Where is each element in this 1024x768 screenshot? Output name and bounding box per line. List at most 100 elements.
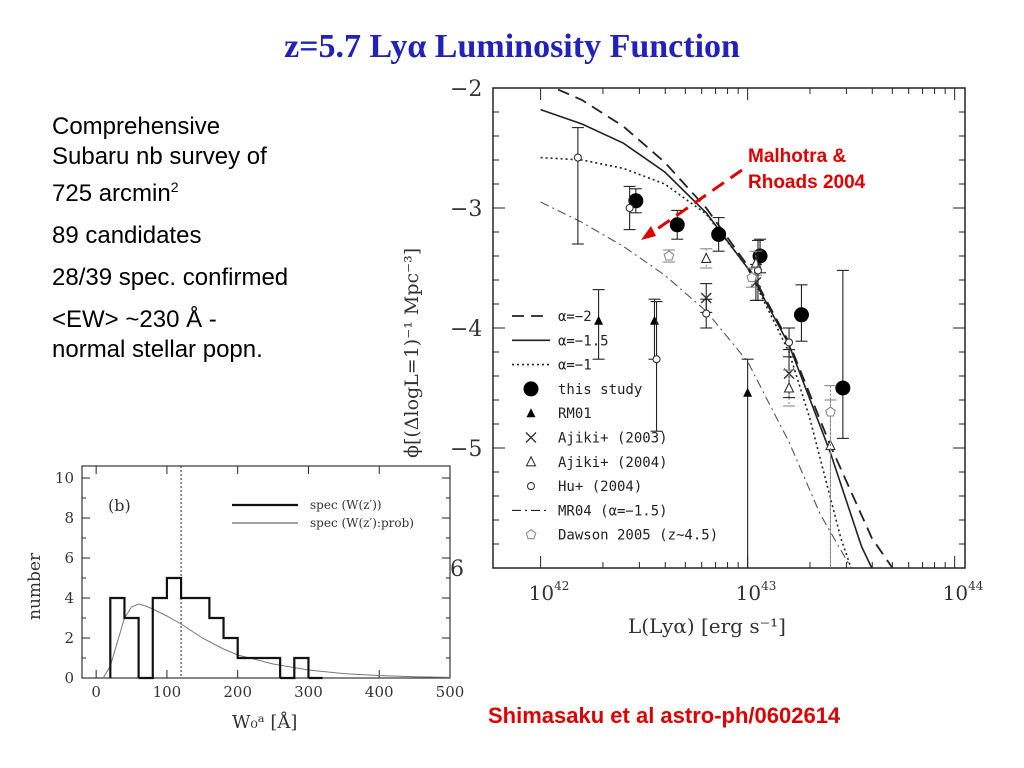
- inset-frame: [81, 465, 451, 679]
- x-tick-label: 1042: [529, 579, 570, 605]
- point-dawson-2005-z-4-5: [745, 267, 758, 288]
- marker-dawson-2005-z-4-5: [746, 271, 758, 283]
- point-rm01: [648, 298, 661, 360]
- y-tick-label: −5: [450, 437, 482, 462]
- legend-marker-this-study: [523, 381, 539, 397]
- y-tick-label: −4: [450, 317, 482, 342]
- plot-frame: [492, 87, 966, 569]
- inset-histogram-steps: [109, 576, 323, 680]
- marker-hu-2004: [625, 203, 634, 213]
- point-rm01: [592, 289, 605, 360]
- inset-y-tick-label: 10: [55, 469, 74, 487]
- legend-marker-ajiki-2003: [525, 432, 537, 443]
- marker-this-study: [628, 193, 644, 209]
- inset-legend-label: spec (W(z′)): [310, 498, 382, 512]
- bullet-survey-line2: Subaru nb survey of: [52, 143, 267, 170]
- point-hu-2004: [623, 185, 636, 231]
- marker-rm01: [743, 387, 753, 397]
- inset-y-tick-label: 4: [64, 589, 74, 607]
- inset-x-tick-label: 100: [153, 683, 182, 701]
- inset-y-tick-label: 2: [64, 629, 74, 647]
- y-tick-label: −3: [450, 197, 482, 222]
- marker-dawson-2005-z-4-5: [663, 250, 675, 261]
- marker-ajiki-2004: [783, 381, 795, 393]
- annotation-arrowhead: [641, 226, 656, 240]
- inset-x-tick-label: 400: [365, 683, 394, 701]
- marker-this-study: [793, 307, 809, 323]
- legend-label: RM01: [558, 406, 592, 422]
- point-dawson-2005-z-4-5: [662, 249, 675, 263]
- x-tick-label: 1043: [736, 579, 777, 605]
- legend-marker-rm01: [526, 408, 536, 418]
- legend-marker-ajiki-2004: [525, 455, 537, 467]
- inset-panel-label: (b): [108, 496, 131, 515]
- bullet-ew-line2: normal stellar popn.: [52, 336, 263, 363]
- curve-1-5: [540, 108, 873, 568]
- inset-x-tick-label: 200: [223, 683, 252, 701]
- point-ajiki-2004: [700, 248, 713, 269]
- point-this-study: [711, 217, 727, 252]
- x-axis-label: L(Lyα) [erg s⁻¹]: [628, 614, 786, 638]
- legend-label: MR04 (α=−1.5): [558, 503, 668, 519]
- legend-label: α=−1: [558, 358, 592, 374]
- slide-title: z=5.7 Lyα Luminosity Function: [284, 28, 740, 65]
- marker-this-study: [711, 226, 727, 242]
- point-hu-2004: [650, 301, 663, 432]
- legend-label: Ajiki+ (2003): [558, 431, 668, 447]
- bullet-candidates: 89 candidates: [52, 222, 202, 249]
- legend-label: this study: [558, 382, 642, 398]
- marker-ajiki-2003: [700, 292, 712, 304]
- legend-label: Hu+ (2004): [558, 479, 642, 495]
- curve-1: [540, 156, 852, 568]
- inset-y-tick-label: 8: [64, 509, 74, 527]
- point-hu-2004: [571, 127, 584, 245]
- bullet-survey-line3: 725 arcmin: [52, 180, 171, 207]
- marker-this-study: [835, 380, 851, 396]
- annotation-line1: Malhotra &: [748, 146, 847, 167]
- point-dawson-2005-z-4-5: [824, 399, 837, 568]
- marker-hu-2004: [652, 355, 661, 364]
- marker-hu-2004: [573, 153, 582, 162]
- point-ajiki-2004: [783, 369, 796, 407]
- inset-x-tick-label: 500: [436, 683, 465, 701]
- y-tick-label: 6: [450, 557, 464, 582]
- inset-x-tick-label: 300: [294, 683, 323, 701]
- legend-label: Ajiki+ (2004): [558, 455, 668, 471]
- bullet-list: Comprehensive Subaru nb survey of 725 ar…: [52, 112, 382, 377]
- inset-legend-label: spec (W(z′):prob): [310, 516, 414, 530]
- curve-mr04-1-5: [540, 201, 852, 568]
- point-this-study: [628, 188, 644, 214]
- marker-this-study: [669, 217, 685, 233]
- malhotra-annotation: Malhotra & Rhoads 2004: [748, 144, 865, 196]
- citation: Shimasaku et al astro-ph/0602614: [488, 703, 841, 728]
- legend-label: Dawson 2005 (z~4.5): [558, 528, 718, 544]
- legend-label: α=−2: [558, 309, 592, 325]
- point-this-study: [835, 269, 851, 439]
- legend-marker-hu-2004: [526, 482, 536, 491]
- annotation-arrow: [649, 168, 743, 236]
- point-hu-2004: [700, 298, 713, 329]
- marker-dawson-2005-z-4-5: [825, 406, 836, 417]
- marker-hu-2004: [753, 266, 763, 275]
- inset-x-tick-label: 0: [91, 683, 101, 701]
- inset-background: [72, 462, 450, 682]
- point-hu-2004: [751, 239, 764, 301]
- inset-y-tick-label: 0: [64, 669, 74, 687]
- marker-hu-2004: [784, 338, 794, 347]
- legend-label: α=−1.5: [558, 333, 609, 349]
- bullet-confirmed: 28/39 spec. confirmed: [52, 264, 289, 291]
- inset-y-axis-label: number: [25, 552, 45, 620]
- inset-y-tick-label: 6: [64, 549, 74, 567]
- marker-rm01: [594, 315, 604, 325]
- annotation-line2: Rhoads 2004: [748, 172, 866, 193]
- marker-hu-2004: [702, 309, 711, 318]
- bullet-ew-line1: <EW> ~230 Å -: [52, 306, 217, 333]
- bullet-survey: Comprehensive Subaru nb survey of 725 ar…: [52, 112, 382, 209]
- legend-marker-dawson-2005-z-4-5: [525, 529, 537, 540]
- marker-rm01: [649, 315, 659, 325]
- bullet-survey-sup: 2: [170, 179, 179, 195]
- bullet-survey-line1: Comprehensive: [52, 113, 221, 140]
- point-rm01: [741, 358, 754, 568]
- point-hu-2004: [783, 327, 796, 358]
